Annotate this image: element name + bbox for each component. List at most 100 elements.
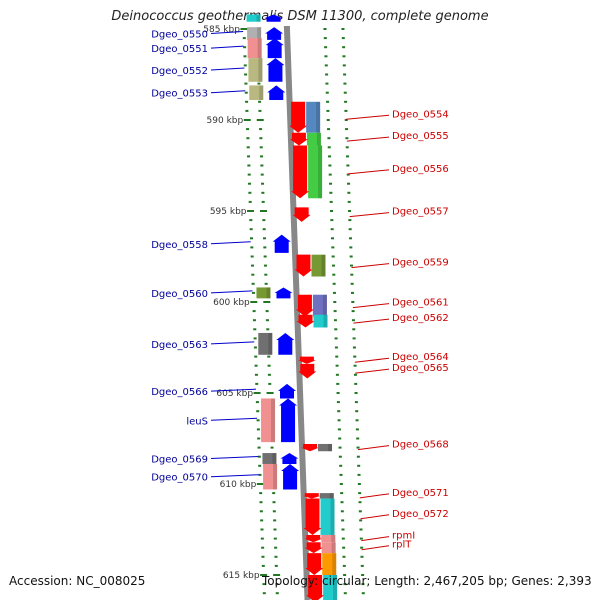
tick-mark bbox=[343, 91, 347, 94]
tick-mark bbox=[341, 528, 345, 531]
gene-box-shade bbox=[271, 398, 276, 443]
tick-mark bbox=[330, 228, 334, 231]
tick-mark bbox=[334, 328, 338, 331]
tick-mark bbox=[343, 583, 347, 586]
tick-mark bbox=[250, 301, 258, 303]
tick-mark bbox=[255, 382, 259, 385]
tick-mark bbox=[358, 501, 362, 504]
tick-mark bbox=[274, 555, 278, 558]
tick-mark bbox=[243, 46, 247, 49]
gene-box bbox=[262, 453, 277, 464]
tick-mark bbox=[256, 419, 260, 422]
tick-mark bbox=[259, 137, 263, 140]
tick-mark bbox=[254, 373, 258, 376]
tick-mark bbox=[361, 574, 365, 576]
gene-box-shade bbox=[256, 14, 261, 22]
tick-mark bbox=[360, 555, 364, 558]
tick-mark bbox=[324, 46, 328, 49]
gene-box-shade bbox=[330, 498, 335, 535]
gene-label: Dgeo_0555 bbox=[392, 131, 449, 142]
gene-features bbox=[246, 14, 338, 600]
tick-mark bbox=[244, 91, 248, 94]
tick-mark bbox=[332, 273, 336, 276]
scale-label: 590 kbp bbox=[207, 116, 244, 126]
tick-mark bbox=[338, 446, 342, 449]
gene-box bbox=[247, 38, 262, 59]
tick-mark bbox=[361, 583, 365, 586]
tick-mark bbox=[330, 237, 334, 240]
tick-mark bbox=[342, 64, 346, 67]
tick-mark bbox=[349, 255, 353, 258]
tick-mark bbox=[345, 128, 349, 131]
gene-box bbox=[256, 287, 271, 299]
tick-mark bbox=[265, 319, 269, 322]
gene-label-line bbox=[210, 388, 257, 392]
tick-mark bbox=[256, 119, 264, 121]
tick-mark bbox=[249, 237, 253, 240]
tick-mark bbox=[242, 37, 246, 40]
gene-arrow bbox=[267, 85, 286, 100]
tick-marks bbox=[240, 28, 365, 595]
gene-label-line bbox=[210, 31, 244, 35]
tick-mark bbox=[351, 301, 355, 303]
tick-mark bbox=[259, 146, 263, 149]
gene-label: Dgeo_0550 bbox=[151, 30, 208, 41]
gene-label: Dgeo_0564 bbox=[392, 352, 449, 363]
gene-label: Dgeo_0560 bbox=[151, 289, 208, 300]
gene-box-shade bbox=[273, 463, 278, 490]
tick-mark bbox=[357, 473, 361, 476]
tick-mark bbox=[327, 137, 331, 140]
gene-arrow bbox=[292, 207, 311, 222]
tick-mark bbox=[247, 173, 251, 176]
scale-label: 610 kbp bbox=[220, 480, 257, 490]
accession-label: Accession: NC_008025 bbox=[9, 574, 146, 588]
tick-mark bbox=[266, 328, 270, 331]
tick-mark bbox=[354, 392, 358, 394]
tick-mark bbox=[251, 282, 255, 285]
map-title: Deinococcus geothermalis DSM 11300, comp… bbox=[111, 9, 489, 24]
tick-mark bbox=[341, 519, 345, 522]
gene-label: Dgeo_0559 bbox=[392, 258, 449, 269]
scale-label: 600 kbp bbox=[213, 298, 250, 308]
gene-box-shade bbox=[258, 58, 263, 82]
gene-box-shade bbox=[332, 553, 337, 575]
tick-mark bbox=[273, 528, 277, 531]
gene-label-line bbox=[361, 536, 390, 542]
tick-mark bbox=[258, 464, 262, 467]
tick-mark bbox=[259, 128, 263, 131]
gene-label: Dgeo_0556 bbox=[392, 164, 449, 175]
tick-mark bbox=[254, 364, 258, 367]
gene-label-line bbox=[210, 341, 255, 345]
tick-mark bbox=[347, 200, 351, 203]
tick-mark bbox=[356, 446, 360, 449]
tick-mark bbox=[247, 210, 255, 212]
gene-box bbox=[261, 398, 276, 443]
tick-mark bbox=[353, 373, 357, 376]
tick-mark bbox=[260, 155, 264, 158]
gene-label-line bbox=[346, 114, 390, 120]
tick-mark bbox=[256, 428, 260, 431]
gene-label: Dgeo_0562 bbox=[392, 313, 449, 324]
gene-box bbox=[313, 314, 328, 328]
tick-mark bbox=[344, 100, 348, 103]
tick-mark bbox=[326, 119, 330, 121]
gene-label: Dgeo_0553 bbox=[151, 89, 208, 100]
tick-mark bbox=[258, 473, 262, 476]
tick-mark bbox=[260, 164, 264, 167]
tick-mark bbox=[340, 492, 344, 495]
tick-mark bbox=[272, 492, 276, 495]
tick-mark bbox=[348, 210, 352, 212]
tick-mark bbox=[248, 200, 252, 203]
tick-mark bbox=[335, 373, 339, 376]
tick-mark bbox=[259, 501, 263, 504]
tick-mark bbox=[274, 564, 278, 567]
gene-label-line bbox=[210, 90, 246, 94]
gene-box-shade bbox=[329, 493, 334, 499]
tick-mark bbox=[357, 464, 361, 467]
tick-mark bbox=[342, 555, 346, 558]
scale-label: 595 kbp bbox=[210, 207, 247, 217]
gene-box bbox=[306, 101, 321, 133]
tick-mark bbox=[272, 501, 276, 504]
tick-mark bbox=[347, 191, 351, 194]
